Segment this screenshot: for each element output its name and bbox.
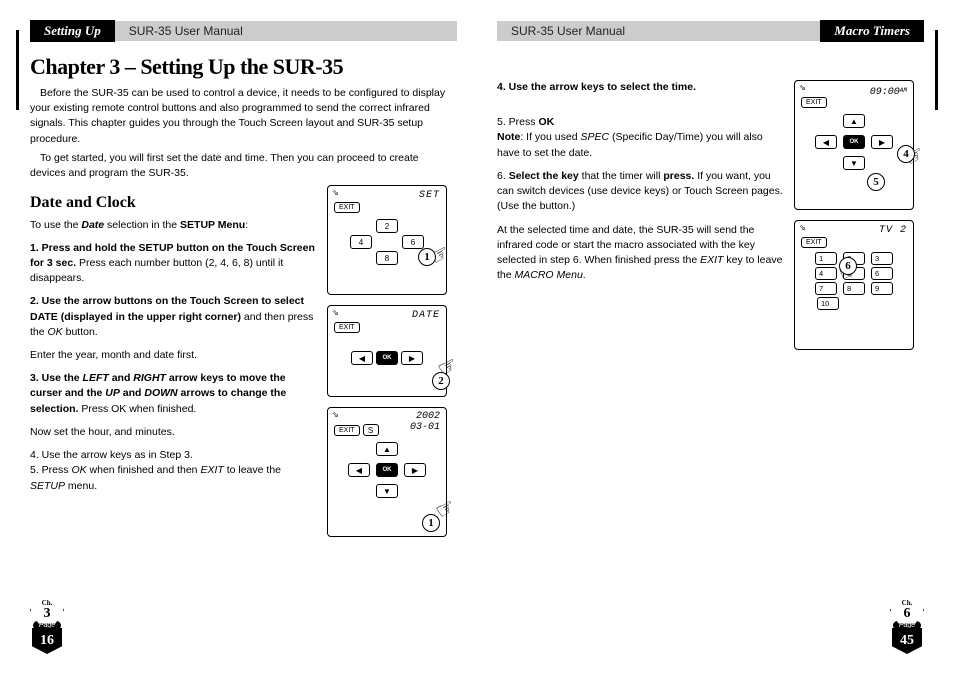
- instructions-column: Date and Clock To use the Date selection…: [30, 185, 317, 537]
- exit-key: EXIT: [801, 237, 827, 248]
- exit-key: EXIT: [334, 202, 360, 213]
- to-use-line: To use the Date selection in the SETUP M…: [30, 218, 317, 233]
- figure-column-right: ⇘ 09:00AM EXIT ▲ ▼ ◀ ▶ OK ☜ 4 5: [794, 80, 924, 350]
- signal-icon: ⇘: [332, 188, 339, 197]
- right-page: SUR-35 User Manual Macro Timers 4. Use t…: [497, 20, 924, 664]
- left-page: Setting Up SUR-35 User Manual Chapter 3 …: [30, 20, 457, 664]
- ok-key: OK: [376, 351, 398, 365]
- signal-icon: ⇘: [799, 83, 806, 92]
- intro-block: Before the SUR-35 can be used to control…: [30, 86, 457, 185]
- figure-year: ⇘ 2002 03-01 EXIT S ▲ ▼ ◀ ▶ OK: [327, 407, 447, 537]
- fig-set-label: SET: [419, 190, 440, 201]
- footer-badge-left: Ch. 3 Page 16: [24, 595, 70, 654]
- fig-year-top: 2002: [410, 411, 440, 422]
- step-4: 4. Use the arrow keys to select the time…: [497, 80, 784, 95]
- signal-icon: ⇘: [332, 410, 339, 419]
- step-6: 6. Select the key that the timer will pr…: [497, 169, 784, 215]
- enter-year: Enter the year, month and date first.: [30, 348, 317, 363]
- chapter-title: Chapter 3 – Setting Up the SUR-35: [30, 54, 457, 80]
- step-4-5: 4. Use the arrow keys as in Step 3. 5. P…: [30, 448, 317, 494]
- signal-icon: ⇘: [332, 308, 339, 317]
- figure-column-left: ⇘ SET EXIT 2 46 8 ☜ 1 ⇘ DATE EXIT: [327, 185, 457, 537]
- s-key: S: [363, 424, 379, 436]
- columns-right: 4. Use the arrow keys to select the time…: [497, 80, 924, 350]
- right-arrow-key: ▶: [404, 463, 426, 477]
- page-header-right: SUR-35 User Manual Macro Timers: [497, 20, 924, 42]
- trim-mark: [16, 30, 19, 110]
- fig-year-bot: 03-01: [410, 422, 440, 433]
- left-arrow-key: ◀: [815, 135, 837, 149]
- columns-left: Date and Clock To use the Date selection…: [30, 185, 457, 537]
- dpad: ▲ ▼ ◀ ▶ OK: [348, 442, 426, 498]
- instructions-column-right: 4. Use the arrow keys to select the time…: [497, 80, 784, 350]
- section-tab: Setting Up: [30, 20, 115, 42]
- step-5-note: 5. Press OK Note: If you used SPEC (Spec…: [497, 115, 784, 161]
- manual-spread: Setting Up SUR-35 User Manual Chapter 3 …: [0, 0, 954, 694]
- fig-time-value: 09:00: [870, 87, 900, 98]
- step-badge-4: 4: [897, 145, 915, 163]
- fig-date-label: DATE: [412, 310, 440, 321]
- exit-key: EXIT: [334, 322, 360, 333]
- exit-key: EXIT: [334, 425, 360, 436]
- intro-p1: Before the SUR-35 can be used to control…: [30, 86, 457, 147]
- up-arrow-key: ▲: [376, 442, 398, 456]
- fig-tv2-label: TV 2: [879, 225, 907, 236]
- intro-p2: To get started, you will first set the d…: [30, 151, 457, 181]
- up-arrow-key: ▲: [843, 114, 865, 128]
- down-arrow-key: ▼: [376, 484, 398, 498]
- right-arrow-key: ▶: [401, 351, 423, 365]
- right-arrow-key: ▶: [871, 135, 893, 149]
- step-badge-5: 5: [867, 173, 885, 191]
- step-3: 3. Use the LEFT and RIGHT arrow keys to …: [30, 371, 317, 417]
- step-1: 1. Press and hold the SETUP button on th…: [30, 241, 317, 287]
- dpad: ▲ ▼ ◀ ▶ OK: [815, 114, 893, 170]
- step-2: 2. Use the arrow buttons on the Touch Sc…: [30, 294, 317, 340]
- figure-tv2: ⇘ TV 2 EXIT 123 456 789 10 ☜ 6: [794, 220, 914, 350]
- signal-icon: ⇘: [799, 223, 806, 232]
- figure-time: ⇘ 09:00AM EXIT ▲ ▼ ◀ ▶ OK ☜ 4 5: [794, 80, 914, 210]
- section-title: Date and Clock: [30, 191, 317, 214]
- now-hour: Now set the hour, and minutes.: [30, 425, 317, 440]
- down-arrow-key: ▼: [843, 156, 865, 170]
- step-badge-2: 2: [432, 372, 450, 390]
- ok-key: OK: [843, 135, 865, 149]
- footer-badge-right: Ch. 6 Page 45: [884, 595, 930, 654]
- figure-set: ⇘ SET EXIT 2 46 8 ☜ 1: [327, 185, 447, 295]
- step-badge-1b: 1: [422, 514, 440, 532]
- page-number: 45: [892, 628, 922, 654]
- step-badge-6: 6: [839, 257, 857, 275]
- left-arrow-key: ◀: [348, 463, 370, 477]
- final-paragraph: At the selected time and date, the SUR-3…: [497, 223, 784, 284]
- page-number: 16: [32, 628, 62, 654]
- step-badge-1: 1: [418, 248, 436, 266]
- trim-mark: [935, 30, 938, 110]
- manual-label: SUR-35 User Manual: [497, 21, 820, 41]
- section-tab: Macro Timers: [820, 20, 924, 42]
- manual-label: SUR-35 User Manual: [115, 21, 457, 41]
- number-pad: 2 46 8: [350, 219, 424, 265]
- page-header-left: Setting Up SUR-35 User Manual: [30, 20, 457, 42]
- figure-date: ⇘ DATE EXIT ◀ OK ▶ ☜ 2: [327, 305, 447, 397]
- ok-key: OK: [376, 463, 398, 477]
- left-arrow-key: ◀: [351, 351, 373, 365]
- exit-key: EXIT: [801, 97, 827, 108]
